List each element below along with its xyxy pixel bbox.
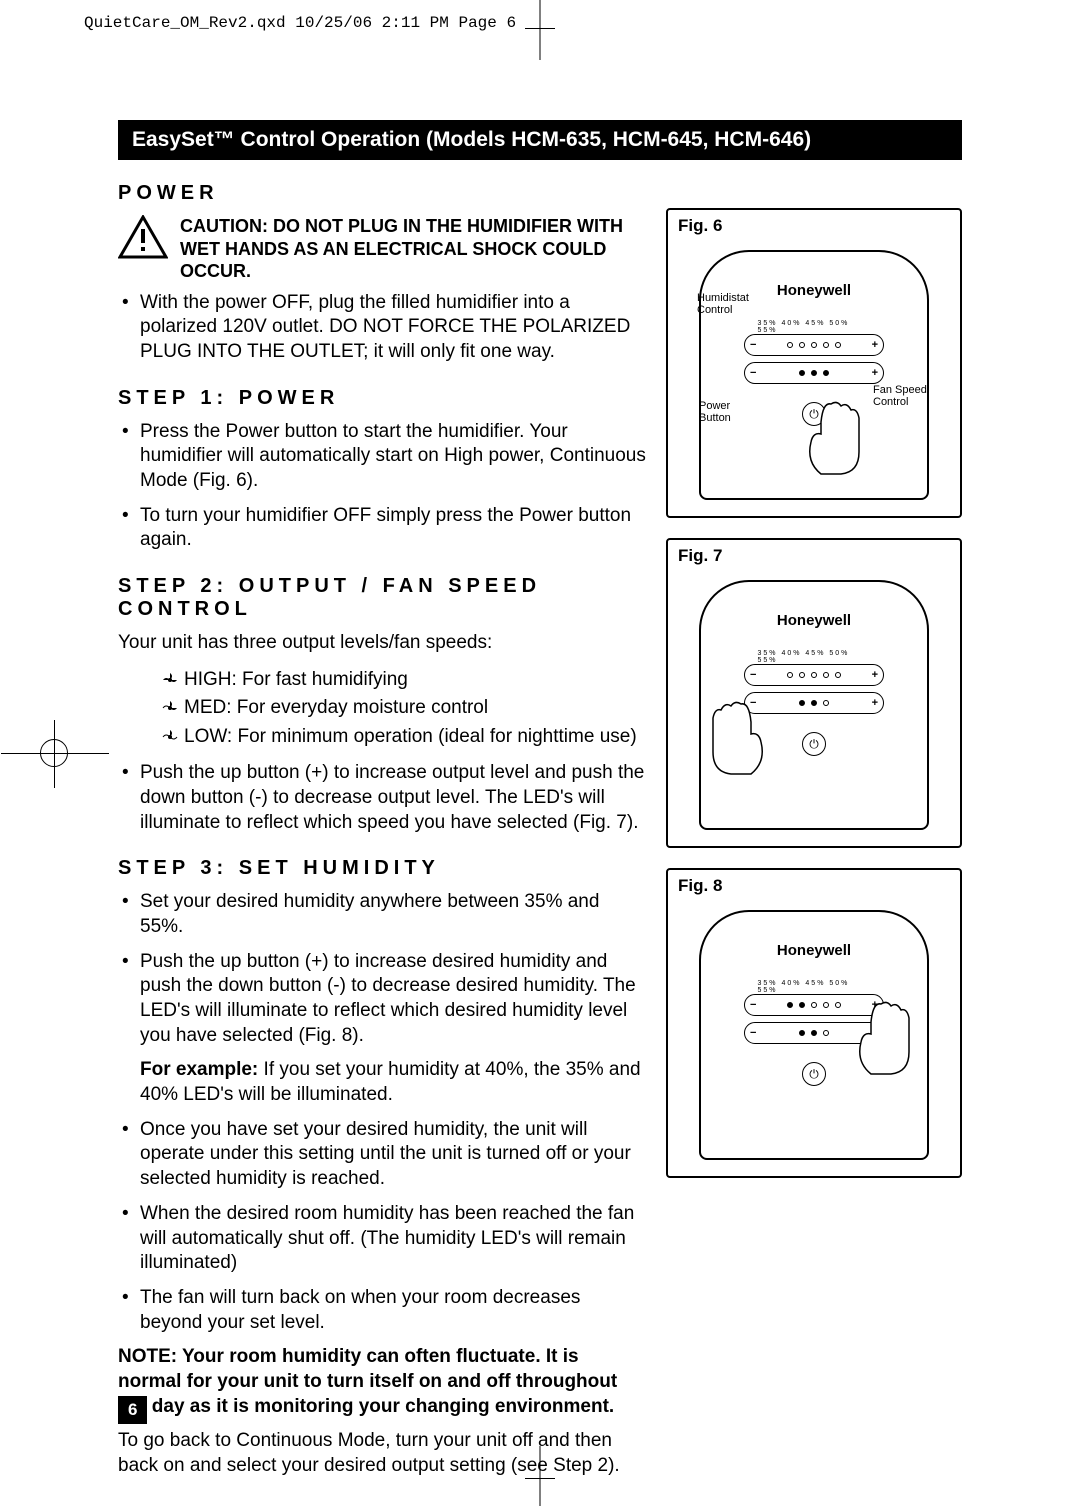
step3-note: NOTE: Your room humidity can often fluct…	[118, 1345, 646, 1419]
level-med: MED: For everyday moisture control	[162, 694, 646, 723]
left-column: POWER CAUTION: DO NOT PLUG IN THE HUMIDI…	[118, 160, 646, 1489]
callout-power: Power Button	[699, 400, 749, 424]
level-med-label: MED: For everyday moisture control	[184, 694, 488, 723]
step2-bullet-0: Push the up button (+) to increase outpu…	[118, 761, 646, 835]
fanspeed-strip-fig6: −+	[744, 362, 884, 384]
hand-pointing-icon-fig8	[851, 992, 931, 1082]
device-fig6: Honeywell 35% 40% 45% 50% 55% −+ −+ ⏻ Hu…	[699, 250, 929, 500]
power-bullet: With the power OFF, plug the filled humi…	[118, 291, 646, 365]
step3-bullets-a: Set your desired humidity anywhere betwe…	[118, 890, 646, 1048]
power-button-fig7: ⏻	[802, 732, 826, 756]
fan-low-icon	[162, 729, 178, 745]
fig8-label: Fig. 8	[678, 876, 722, 896]
fan-high-icon	[162, 672, 178, 688]
pct-labels-fig6: 35% 40% 45% 50% 55%	[758, 320, 871, 334]
heading-step2: STEP 2: OUTPUT / FAN SPEED CONTROL	[118, 575, 646, 621]
device-fig8: Honeywell 35% 40% 45% 50% 55% −+ −+ ⏻	[699, 910, 929, 1160]
fan-med-icon	[162, 700, 178, 716]
step2-bullets: Push the up button (+) to increase outpu…	[118, 761, 646, 835]
level-low-label: LOW: For minimum operation (ideal for ni…	[184, 723, 637, 752]
figure-7: Fig. 7 Honeywell 35% 40% 45% 50% 55% −+ …	[666, 538, 962, 848]
step3-continuous: To go back to Continuous Mode, turn your…	[118, 1429, 646, 1478]
callout-humidistat: Humidistat Control	[697, 292, 751, 316]
step3-bullet-b2: The fan will turn back on when your room…	[118, 1286, 646, 1335]
hand-pointing-icon	[801, 392, 881, 482]
humidistat-strip-fig7: −+	[744, 664, 884, 686]
page-content: EasySet™ Control Operation (Models HCM-6…	[118, 120, 962, 1489]
step1-bullet-0: Press the Power button to start the humi…	[118, 420, 646, 494]
level-low: LOW: For minimum operation (ideal for ni…	[162, 723, 646, 752]
brand-fig7: Honeywell	[701, 612, 927, 629]
file-header-info: QuietCare_OM_Rev2.qxd 10/25/06 2:11 PM P…	[84, 14, 516, 32]
power-bullets: With the power OFF, plug the filled humi…	[118, 291, 646, 365]
humidistat-strip-fig6: −+	[744, 334, 884, 356]
example-lead: For example:	[140, 1059, 258, 1080]
device-fig7: Honeywell 35% 40% 45% 50% 55% −+ −+ ⏻	[699, 580, 929, 830]
fan-speed-levels: HIGH: For fast humidifying MED: For ever…	[118, 666, 646, 752]
hand-pointing-icon-fig7	[691, 692, 771, 782]
callout-fan: Fan Speed Control	[873, 384, 931, 408]
step2-intro: Your unit has three output levels/fan sp…	[118, 631, 646, 656]
figure-8: Fig. 8 Honeywell 35% 40% 45% 50% 55% −+ …	[666, 868, 962, 1178]
caution-text: CAUTION: DO NOT PLUG IN THE HUMIDIFIER W…	[180, 215, 646, 283]
step1-bullet-1: To turn your humidifier OFF simply press…	[118, 504, 646, 553]
step3-bullets-b: Once you have set your desired humidity,…	[118, 1118, 646, 1336]
warning-triangle-icon	[118, 215, 168, 259]
caution-block: CAUTION: DO NOT PLUG IN THE HUMIDIFIER W…	[118, 215, 646, 283]
right-column: Fig. 6 Honeywell 35% 40% 45% 50% 55% −+ …	[666, 160, 962, 1489]
heading-step3: STEP 3: SET HUMIDITY	[118, 857, 646, 880]
fig7-label: Fig. 7	[678, 546, 722, 566]
figure-6: Fig. 6 Honeywell 35% 40% 45% 50% 55% −+ …	[666, 208, 962, 518]
level-high-label: HIGH: For fast humidifying	[184, 666, 408, 695]
level-high: HIGH: For fast humidifying	[162, 666, 646, 695]
pct-labels-fig7: 35% 40% 45% 50% 55%	[758, 650, 871, 664]
reg-mark-top	[540, 0, 541, 60]
heading-step1: STEP 1: POWER	[118, 387, 646, 410]
power-button-fig8: ⏻	[802, 1062, 826, 1086]
heading-power: POWER	[118, 182, 646, 205]
brand-fig8: Honeywell	[701, 942, 927, 959]
step3-bullet-0: Set your desired humidity anywhere betwe…	[118, 890, 646, 939]
fig6-label: Fig. 6	[678, 216, 722, 236]
step1-bullets: Press the Power button to start the humi…	[118, 420, 646, 553]
reg-mark-left	[40, 739, 68, 767]
page-number: 6	[118, 1396, 147, 1424]
title-bar: EasySet™ Control Operation (Models HCM-6…	[118, 120, 962, 160]
step3-bullet-b0: Once you have set your desired humidity,…	[118, 1118, 646, 1192]
step3-bullet-1: Push the up button (+) to increase desir…	[118, 950, 646, 1049]
step3-example: For example: If you set your humidity at…	[118, 1058, 646, 1107]
step3-bullet-b1: When the desired room humidity has been …	[118, 1202, 646, 1276]
